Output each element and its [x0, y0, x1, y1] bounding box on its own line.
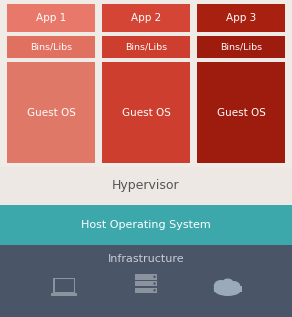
- Text: Host Operating System: Host Operating System: [81, 220, 211, 230]
- FancyBboxPatch shape: [51, 293, 77, 296]
- Circle shape: [153, 276, 156, 278]
- FancyBboxPatch shape: [55, 279, 74, 292]
- Circle shape: [153, 289, 156, 291]
- Bar: [0, 0, 292, 167]
- Text: App 2: App 2: [131, 13, 161, 23]
- FancyBboxPatch shape: [53, 278, 75, 293]
- FancyBboxPatch shape: [135, 274, 157, 280]
- Text: Guest OS: Guest OS: [121, 107, 171, 118]
- Bar: [0, 167, 292, 205]
- Text: App 3: App 3: [226, 13, 256, 23]
- Bar: [102, 36, 190, 58]
- Ellipse shape: [222, 279, 234, 288]
- FancyBboxPatch shape: [135, 288, 157, 293]
- Bar: [0, 245, 292, 317]
- Bar: [197, 36, 285, 58]
- Bar: [102, 4, 190, 32]
- Bar: [214, 286, 242, 292]
- Bar: [197, 62, 285, 163]
- FancyBboxPatch shape: [135, 281, 157, 286]
- Bar: [197, 4, 285, 32]
- Ellipse shape: [214, 282, 242, 296]
- Text: Bins/Libs: Bins/Libs: [220, 42, 262, 51]
- Text: Bins/Libs: Bins/Libs: [125, 42, 167, 51]
- Bar: [0, 205, 292, 245]
- Bar: [7, 36, 95, 58]
- Ellipse shape: [214, 280, 228, 292]
- Text: Bins/Libs: Bins/Libs: [30, 42, 72, 51]
- Circle shape: [153, 282, 156, 285]
- Bar: [102, 62, 190, 163]
- Text: Guest OS: Guest OS: [27, 107, 75, 118]
- Text: Hypervisor: Hypervisor: [112, 179, 180, 192]
- Text: Infrastructure: Infrastructure: [108, 254, 184, 264]
- Text: App 1: App 1: [36, 13, 66, 23]
- Text: Guest OS: Guest OS: [217, 107, 265, 118]
- Bar: [7, 4, 95, 32]
- Ellipse shape: [227, 281, 240, 291]
- Bar: [7, 62, 95, 163]
